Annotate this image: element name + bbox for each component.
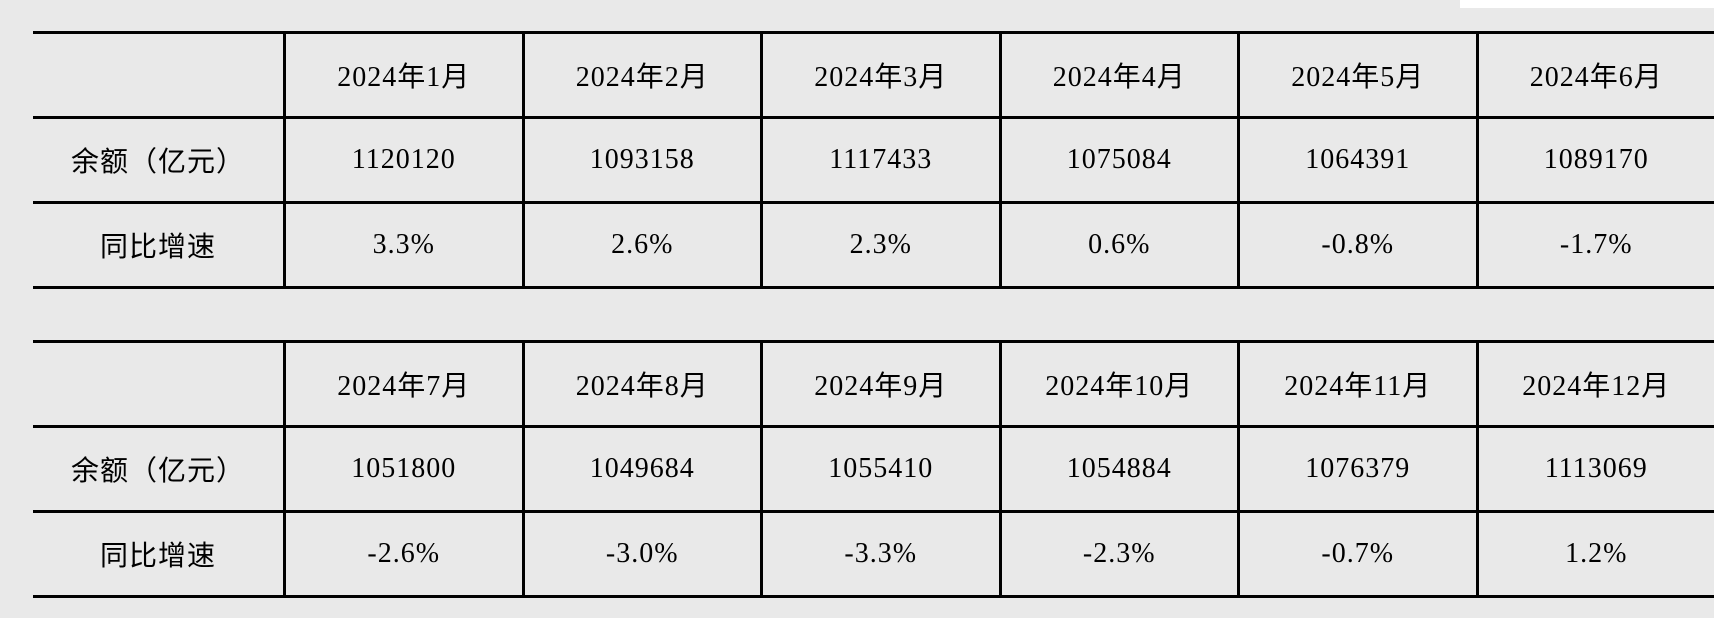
balance-value-cell: 1054884: [998, 425, 1237, 510]
month-header-cell: 2024年7月: [283, 343, 522, 425]
month-header-cell: 2024年11月: [1237, 343, 1476, 425]
month-header-cell: 2024年8月: [521, 343, 761, 425]
month-header-cell: 2024年3月: [760, 34, 999, 116]
corner-cell: [33, 34, 283, 116]
balance-value-cell: 1117433: [760, 116, 999, 201]
balance-value-cell: 1076379: [1237, 425, 1476, 510]
month-header-cell: 2024年4月: [998, 34, 1238, 116]
balance-value-cell: 1120120: [283, 116, 522, 201]
growth-value-cell: -2.3%: [998, 510, 1237, 595]
growth-row-label: 同比增速: [33, 201, 283, 286]
balance-row-label: 余额（亿元）: [33, 116, 283, 201]
balance-value-cell: 1093158: [521, 116, 760, 201]
month-header-cell: 2024年1月: [283, 34, 522, 116]
growth-value-cell: -1.7%: [1475, 201, 1714, 286]
growth-value-cell: -3.3%: [760, 510, 999, 595]
balance-value-cell: 1113069: [1475, 425, 1714, 510]
page-edge-right: [1714, 0, 1734, 618]
balance-table-jul-dec: 2024年7月 2024年8月 2024年9月 2024年10月 2024年11…: [33, 340, 1714, 598]
month-header-cell: 2024年12月: [1475, 343, 1715, 425]
growth-value-cell: 3.3%: [283, 201, 522, 286]
growth-value-cell: 2.3%: [760, 201, 999, 286]
growth-value-cell: -2.6%: [283, 510, 522, 595]
growth-row-label: 同比增速: [33, 510, 283, 595]
month-header-cell: 2024年9月: [760, 343, 999, 425]
growth-value-cell: 2.6%: [521, 201, 760, 286]
growth-value-cell: 1.2%: [1475, 510, 1714, 595]
month-header-cell: 2024年2月: [521, 34, 761, 116]
balance-value-cell: 1075084: [998, 116, 1237, 201]
balance-value-cell: 1049684: [521, 425, 760, 510]
balance-table-jan-jun: 2024年1月 2024年2月 2024年3月 2024年4月 2024年5月 …: [33, 31, 1714, 289]
balance-value-cell: 1089170: [1475, 116, 1714, 201]
balance-value-cell: 1055410: [760, 425, 999, 510]
balance-value-cell: 1064391: [1237, 116, 1476, 201]
balance-value-cell: 1051800: [283, 425, 522, 510]
growth-value-cell: -0.8%: [1237, 201, 1476, 286]
month-header-cell: 2024年5月: [1237, 34, 1476, 116]
growth-value-cell: -3.0%: [521, 510, 760, 595]
growth-value-cell: 0.6%: [998, 201, 1237, 286]
corner-cell: [33, 343, 283, 425]
page-edge-top: [1460, 0, 1734, 8]
balance-row-label: 余额（亿元）: [33, 425, 283, 510]
growth-value-cell: -0.7%: [1237, 510, 1476, 595]
month-header-cell: 2024年10月: [998, 343, 1238, 425]
month-header-cell: 2024年6月: [1475, 34, 1715, 116]
